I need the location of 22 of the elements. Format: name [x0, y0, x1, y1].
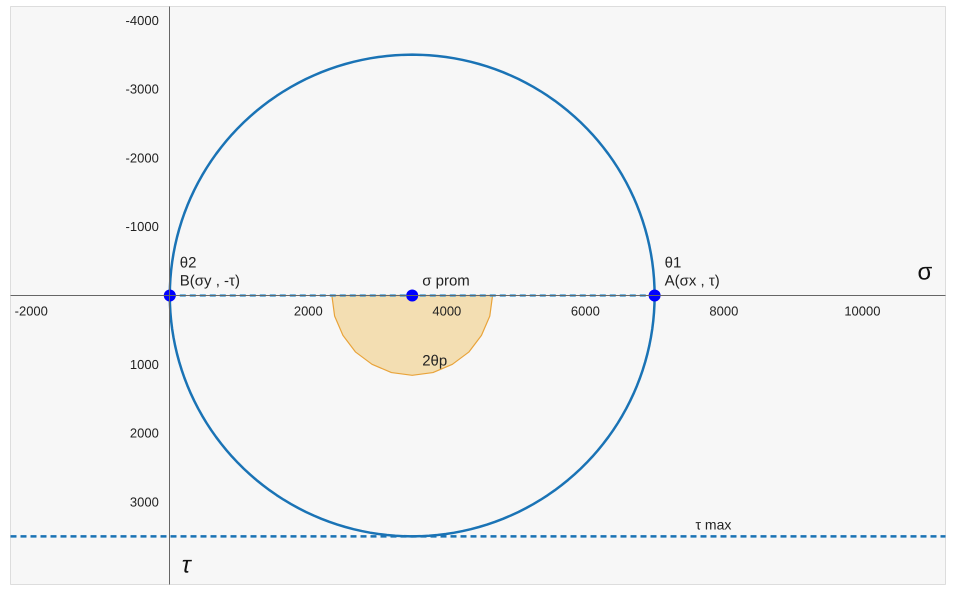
x-tick-label: 10000 — [844, 304, 880, 318]
y-axis-title: τ — [182, 552, 193, 578]
annotation: θ1 — [664, 254, 682, 272]
x-tick-label: -2000 — [14, 304, 48, 318]
y-tick-label: 3000 — [130, 494, 159, 510]
x-tick-label: 8000 — [709, 304, 738, 318]
y-tick-label: -4000 — [126, 12, 159, 28]
annotation: θ2 — [180, 254, 196, 272]
annotation: σ prom — [422, 272, 470, 290]
x-tick-label: 2000 — [294, 304, 323, 318]
annotation: B(σy , -τ) — [180, 272, 240, 290]
y-tick-label: -3000 — [126, 82, 159, 97]
ref-line-label: τ max — [696, 516, 732, 532]
y-tick-label: -1000 — [126, 219, 159, 234]
y-tick-label: -2000 — [126, 150, 159, 166]
y-tick-label: 1000 — [130, 356, 159, 372]
y-tick-label: 2000 — [130, 426, 159, 441]
x-tick-label: 6000 — [570, 304, 600, 318]
x-axis-title: σ — [918, 258, 932, 286]
annotation: 2θp — [422, 352, 448, 370]
x-tick-label: 4000 — [432, 304, 462, 318]
annotation: A(σx , τ) — [664, 272, 720, 290]
